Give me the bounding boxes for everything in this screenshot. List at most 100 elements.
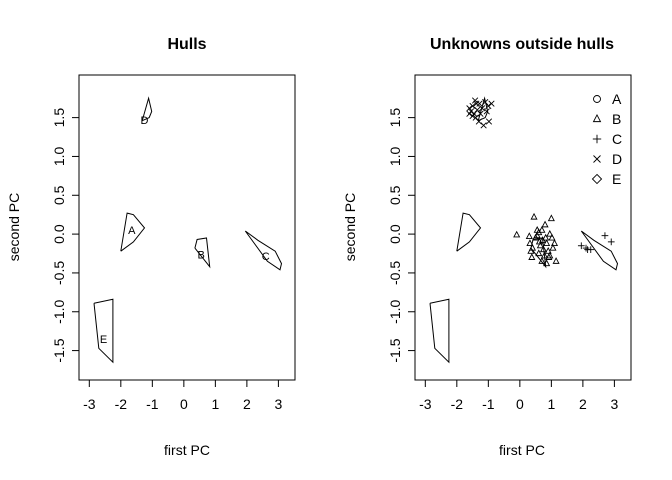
data-point <box>577 242 585 250</box>
data-point <box>475 118 482 125</box>
hull-label: E <box>100 334 107 346</box>
data-point <box>546 251 554 259</box>
hull-outline <box>580 230 619 271</box>
legend-label: A <box>612 91 622 107</box>
data-point <box>528 253 536 260</box>
plot-box <box>78 74 296 381</box>
y-tick-label: 1.5 <box>51 108 67 128</box>
data-point <box>526 239 534 246</box>
data-point <box>547 214 555 222</box>
legend-marker <box>591 173 603 185</box>
legend-marker <box>592 134 602 144</box>
hull-outline <box>456 212 482 252</box>
data-point <box>548 233 556 241</box>
y-tick-label: 0.5 <box>387 185 403 205</box>
data-point <box>525 232 533 239</box>
y-tick-label: 1.5 <box>387 108 403 128</box>
x-tick-label: 2 <box>243 396 251 412</box>
x-tick-label: -3 <box>419 396 432 412</box>
data-point <box>540 251 548 259</box>
data-point <box>538 257 546 264</box>
data-point <box>466 110 473 117</box>
hull-label: A <box>128 225 136 237</box>
legend-label: E <box>612 171 621 187</box>
data-point <box>513 230 521 238</box>
data-point <box>539 245 548 253</box>
y-axis-label: second PC <box>342 193 358 261</box>
data-point <box>485 102 492 110</box>
hull-label: D <box>140 115 148 127</box>
data-point <box>469 112 476 120</box>
data-point <box>469 102 476 110</box>
x-tick-label: 2 <box>579 396 587 412</box>
data-point <box>488 100 495 107</box>
data-point <box>530 212 538 220</box>
data-point <box>601 232 609 240</box>
y-tick-label: 0.0 <box>51 224 67 244</box>
y-tick-label: -1.5 <box>387 338 403 362</box>
hulls-panel: Hulls first PC second PC -3 -2 -1 0 1 2 3 -1.5… <box>6 36 296 458</box>
hull-outline <box>429 298 450 364</box>
data-point <box>607 238 615 246</box>
data-point <box>477 110 484 117</box>
data-point <box>472 114 479 121</box>
hull-label: B <box>198 249 205 261</box>
x-tick-label: -2 <box>451 396 464 412</box>
data-point <box>550 239 559 246</box>
data-point <box>552 257 560 264</box>
data-point <box>543 239 551 246</box>
legend-marker <box>593 95 601 103</box>
x-axis-label: first PC <box>499 442 545 458</box>
y-tick-label: 0.0 <box>387 224 403 244</box>
x-tick-label: -1 <box>146 396 159 412</box>
data-point <box>546 229 554 237</box>
x-axis: -3 -2 -1 0 1 2 3 <box>419 379 618 412</box>
y-axis: -1.5 -1.0 -0.5 0.0 0.5 1.0 1.5 <box>387 108 416 363</box>
y-tick-label: -0.5 <box>51 261 67 285</box>
x-tick-label: 1 <box>547 396 555 412</box>
hull-label: C <box>262 251 270 263</box>
x-tick-label: 1 <box>211 396 219 412</box>
data-point <box>474 106 481 113</box>
y-tick-label: -0.5 <box>387 261 403 285</box>
hull-outline <box>93 298 114 364</box>
data-point <box>533 226 541 233</box>
data-point <box>542 233 550 241</box>
y-axis: -1.5 -1.0 -0.5 0.0 0.5 1.0 1.5 <box>51 108 80 363</box>
legend-marker <box>593 155 601 163</box>
hull-outline <box>120 212 146 252</box>
x-tick-label: -3 <box>83 396 96 412</box>
x-tick-label: -1 <box>482 396 495 412</box>
data-point <box>482 98 489 106</box>
data-point <box>528 243 536 251</box>
hull-group <box>429 96 619 364</box>
data-point <box>485 118 493 125</box>
data-point <box>536 241 544 249</box>
y-tick-label: -1.0 <box>387 299 403 323</box>
legend-marker <box>592 114 602 123</box>
x-tick-label: 0 <box>180 396 188 412</box>
point-group <box>466 97 615 267</box>
data-point <box>543 259 551 267</box>
unknowns-title: Unknowns outside hulls <box>430 36 614 53</box>
hull-group: A B C D E <box>93 96 283 364</box>
hull-outline <box>477 96 489 122</box>
plot-box <box>414 74 632 381</box>
data-point <box>538 226 546 233</box>
y-tick-label: 1.0 <box>387 147 403 167</box>
y-tick-label: -1.0 <box>51 299 67 323</box>
data-point <box>473 100 480 107</box>
data-point <box>549 243 557 251</box>
x-tick-label: 3 <box>610 396 618 412</box>
y-tick-label: 0.5 <box>51 185 67 205</box>
data-point <box>480 122 487 129</box>
y-tick-label: -1.5 <box>51 338 67 362</box>
x-tick-label: 0 <box>516 396 524 412</box>
data-point <box>483 108 490 115</box>
hulls-title: Hulls <box>167 36 206 53</box>
data-point <box>466 105 473 112</box>
legend-label: D <box>612 151 622 167</box>
x-tick-label: -2 <box>115 396 128 412</box>
